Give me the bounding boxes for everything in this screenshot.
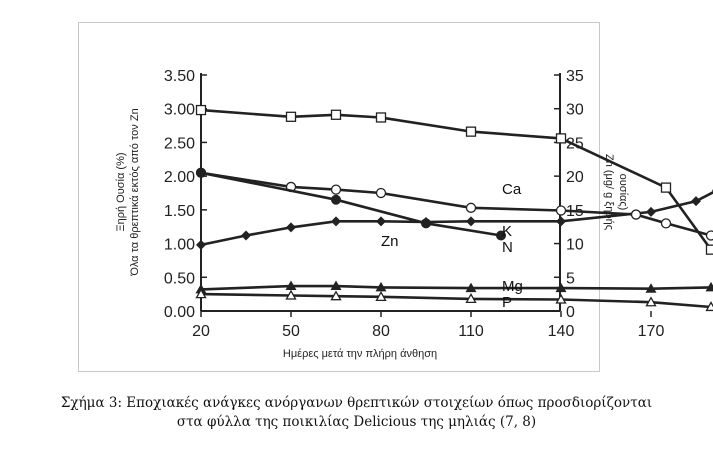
y-left-tick-label: 2.00	[164, 169, 195, 186]
point-p	[705, 301, 713, 312]
point-k	[705, 230, 713, 241]
point-n	[465, 126, 477, 137]
x-tick-label: 20	[192, 323, 210, 340]
y-right-tick-label: 5	[566, 270, 575, 287]
point-p	[195, 288, 207, 299]
series-label-n: N	[502, 239, 513, 256]
y-left-axis-title-line2: Όλα τα θρεπτικά εκτός από τον Zn	[129, 108, 141, 276]
point-k	[630, 209, 642, 220]
series-label-mg: Mg	[502, 278, 523, 295]
y-left-axis-title-line1: Ξηρή Ουσία (%)	[115, 152, 127, 231]
y-right-tick-label: 0	[566, 304, 575, 321]
caption-line-1: Σχήμα 3: Εποχιακές ανάγκες ανόργανων θρε…	[60, 395, 653, 411]
series-label-ca: Ca	[502, 181, 522, 198]
point-p	[555, 293, 567, 304]
point-n	[555, 133, 567, 144]
x-tick-label: 80	[372, 323, 390, 340]
point-zn	[196, 167, 206, 178]
point-mg	[330, 280, 342, 291]
point-ca	[556, 216, 566, 227]
y-left-tick-label: 2.50	[164, 135, 195, 152]
y-right-tick-label: 10	[566, 237, 584, 254]
x-tick-label: 110	[458, 323, 484, 340]
x-tick-label: 50	[282, 323, 300, 340]
series-label-zn: Zn	[381, 233, 399, 250]
point-zn	[421, 218, 431, 229]
point-ca	[691, 196, 701, 207]
point-n	[195, 104, 207, 116]
y-left-tick-label: 1.50	[164, 203, 195, 220]
point-ca	[196, 239, 206, 250]
point-n	[660, 182, 672, 193]
y-right-axis-title-line2: ουσίας)	[617, 174, 629, 211]
series-labels: N Ca K Zn MgP	[381, 181, 523, 311]
series-label-p: P	[502, 294, 512, 311]
series-line-p	[200, 292, 712, 309]
y-right-tick-label: 30	[566, 102, 584, 119]
point-k	[465, 202, 477, 213]
y-left-tick-label: 0.50	[164, 270, 195, 287]
point-zn	[331, 194, 341, 205]
point-ca	[376, 216, 386, 227]
point-mg	[705, 281, 713, 292]
point-n	[285, 111, 297, 122]
point-p	[375, 291, 387, 301]
point-k	[330, 184, 342, 195]
nutrient-chart: 0.000.501.001.502.002.503.003.5005101520…	[115, 68, 713, 360]
point-zn	[496, 230, 506, 241]
point-k	[660, 218, 672, 229]
point-ca	[646, 206, 656, 217]
series-lines	[195, 104, 713, 312]
point-p	[330, 290, 342, 301]
point-k	[555, 205, 567, 216]
caption-line-2: στα φύλλα της ποικιλίας Delicious της μη…	[176, 414, 537, 430]
point-mg	[645, 283, 657, 293]
point-n	[330, 109, 342, 120]
y-right-tick-label: 35	[566, 68, 584, 85]
series-line-mg	[200, 284, 712, 291]
point-mg	[285, 280, 297, 291]
y-left-tick-label: 0.00	[164, 304, 195, 321]
y-right-tick-label: 20	[566, 169, 584, 186]
chart-frame	[78, 22, 600, 372]
point-ca	[241, 230, 251, 241]
point-mg	[465, 282, 477, 293]
series-label-k: K	[502, 223, 512, 240]
y-left-tick-label: 3.00	[164, 102, 195, 119]
figure-caption: Σχήμα 3: Εποχιακές ανάγκες ανόργανων θρε…	[0, 394, 713, 432]
point-p	[465, 293, 477, 304]
y-left-tick-label: 1.00	[164, 237, 195, 254]
point-k	[375, 187, 387, 199]
point-mg	[555, 282, 567, 293]
point-p	[285, 289, 297, 300]
point-n	[375, 112, 387, 123]
point-mg	[375, 281, 387, 292]
point-n	[705, 244, 713, 255]
x-tick-label: 170	[638, 323, 665, 340]
y-right-axis-title-line1: Zn (μg/ g ξηρής	[603, 154, 615, 230]
point-p	[645, 296, 657, 307]
x-tick-label: 140	[548, 323, 575, 340]
point-ca	[286, 222, 296, 233]
point-ca	[466, 216, 476, 227]
y-left-tick-label: 3.50	[164, 68, 195, 85]
x-axis-title: Ημέρες μετά την πλήρη άνθηση	[283, 348, 437, 360]
series-line-zn	[200, 171, 502, 237]
series-line-n	[200, 108, 713, 251]
point-ca	[331, 216, 341, 227]
series-line-k	[200, 171, 712, 237]
